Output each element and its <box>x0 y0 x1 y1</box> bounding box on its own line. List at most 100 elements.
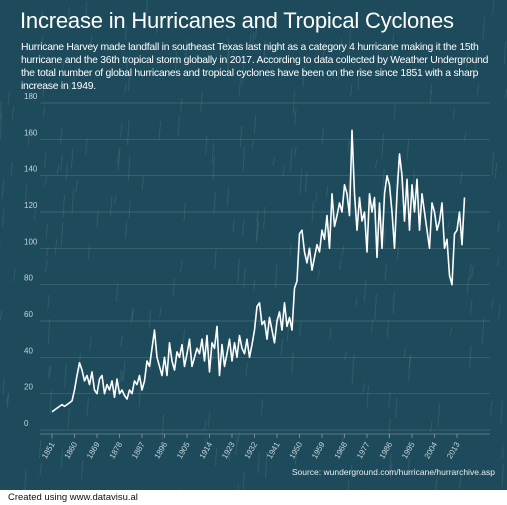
rain-streak <box>227 44 230 71</box>
rain-streak <box>408 353 412 367</box>
rain-streak <box>211 142 215 165</box>
rain-streak <box>124 83 127 94</box>
rain-streak <box>348 29 351 54</box>
rain-streak <box>161 414 165 441</box>
rain-streak <box>245 362 248 376</box>
rain-streak <box>5 395 9 405</box>
rain-streak <box>263 39 266 59</box>
y-tick-label: 120 <box>24 201 38 210</box>
x-tick-label: 1968 <box>333 440 350 460</box>
rain-streak <box>119 123 123 138</box>
rain-streak <box>127 74 131 92</box>
rain-streak <box>299 169 303 194</box>
rain-streak <box>11 106 15 120</box>
rain-streak <box>374 159 378 169</box>
rain-streak <box>489 401 493 417</box>
rain-streak <box>447 220 450 231</box>
rain-streak <box>6 393 10 409</box>
rain-streak <box>204 135 208 155</box>
x-tick-label: 1959 <box>310 440 327 460</box>
rain-streak <box>0 101 3 122</box>
rain-streak <box>80 460 84 480</box>
rain-streak <box>204 420 207 431</box>
x-tick-label: 1860 <box>63 440 80 460</box>
rain-streak <box>408 356 411 381</box>
rain-streak <box>130 307 134 324</box>
rain-streak <box>228 441 232 463</box>
rain-streak <box>180 97 183 113</box>
x-tick-label: 2013 <box>445 440 462 460</box>
rain-streak <box>242 471 245 490</box>
rain-streak <box>366 385 369 408</box>
rain-streak <box>235 436 238 455</box>
rain-streak <box>62 58 65 71</box>
rain-streak <box>362 382 365 393</box>
rain-streak <box>403 346 407 359</box>
rain-streak <box>469 299 473 315</box>
rain-streak <box>349 84 353 96</box>
rain-streak <box>128 200 131 219</box>
rain-streak <box>60 155 63 172</box>
rain-streak <box>65 162 69 180</box>
rain-streak <box>251 31 255 47</box>
rain-streak <box>435 476 438 490</box>
rain-streak <box>497 221 500 233</box>
rain-streak <box>370 319 374 333</box>
rain-streak <box>41 34 44 46</box>
rain-streak <box>47 366 51 378</box>
rain-streak <box>339 258 342 271</box>
rain-streak <box>42 81 45 99</box>
rain-streak <box>116 150 120 166</box>
rain-streak <box>43 152 47 169</box>
rain-streak <box>109 196 113 218</box>
rain-streak <box>382 168 385 194</box>
rain-streak <box>299 320 302 337</box>
rain-streak <box>148 309 152 328</box>
rain-streak <box>200 91 203 112</box>
rain-streak <box>86 397 89 417</box>
rain-streak <box>503 41 507 65</box>
rain-streak <box>317 270 320 280</box>
rain-streak <box>347 140 350 152</box>
rain-streak <box>500 399 503 425</box>
rain-streak <box>47 294 50 309</box>
rain-streak <box>466 52 469 68</box>
rain-streak <box>174 52 178 73</box>
rain-streak <box>386 320 390 339</box>
rain-streak <box>471 265 474 279</box>
rain-streak <box>125 60 129 75</box>
rain-streak <box>47 318 51 345</box>
rain-streak <box>60 222 64 248</box>
rain-streak <box>476 83 480 96</box>
x-tick-label: 1905 <box>175 440 192 460</box>
chart-title: Increase in Hurricanes and Tropical Cycl… <box>20 8 454 33</box>
rain-streak <box>38 439 42 459</box>
rain-streak <box>272 157 275 166</box>
y-tick-label: 100 <box>24 237 38 246</box>
rain-streak <box>226 37 230 64</box>
rain-streak <box>466 277 470 295</box>
rain-background <box>0 0 507 490</box>
rain-streak <box>412 170 415 186</box>
rain-streak <box>491 0 495 15</box>
rain-streak <box>56 163 60 174</box>
rain-streak <box>145 0 149 17</box>
rain-streak <box>289 147 293 171</box>
rain-streak <box>138 383 142 407</box>
data-line <box>51 129 466 413</box>
rain-streak <box>395 175 398 189</box>
y-tick-label: 180 <box>24 92 38 101</box>
rain-streak <box>339 38 343 56</box>
rain-streak <box>159 307 162 317</box>
rain-streak <box>121 371 124 382</box>
rain-streak <box>474 58 477 80</box>
rain-streak <box>72 73 76 88</box>
rain-streak <box>70 148 74 169</box>
rain-streak <box>396 246 400 259</box>
rain-streak <box>119 369 122 384</box>
rain-streak <box>213 191 216 214</box>
rain-streak <box>388 417 391 440</box>
rain-streak <box>120 335 123 347</box>
rain-streak <box>85 137 88 155</box>
rain-streak <box>45 223 49 239</box>
